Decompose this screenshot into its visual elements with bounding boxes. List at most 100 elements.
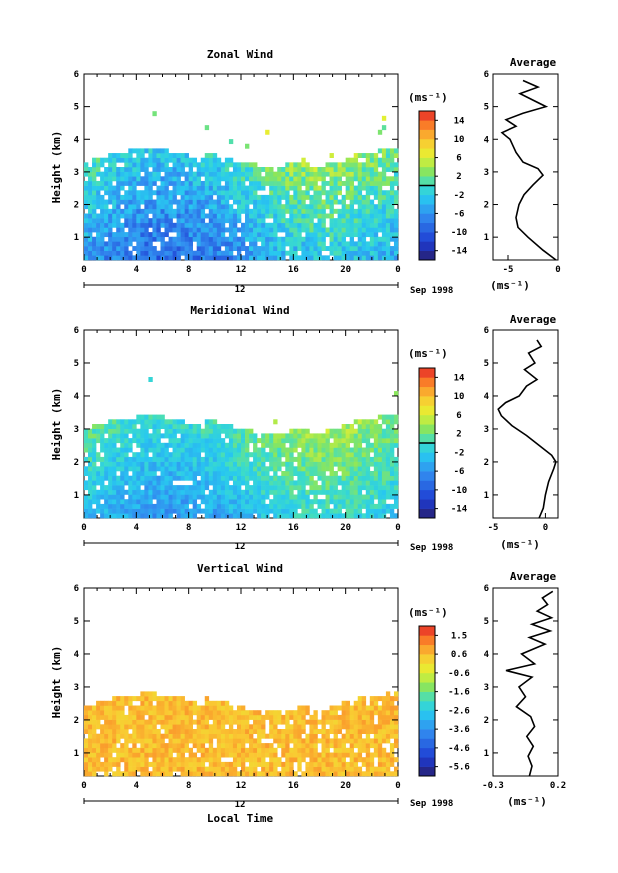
heatmap-cell (313, 466, 318, 472)
heatmap-cell (92, 447, 97, 453)
heatmap-cell (232, 508, 238, 514)
heatmap-cell (369, 236, 375, 242)
heatmap-cell (204, 700, 210, 706)
heatmap-cell (164, 222, 169, 228)
heatmap-cell (353, 489, 359, 495)
heatmap-cell (353, 246, 359, 251)
heatmap-cell (204, 442, 210, 448)
heatmap-cell (132, 236, 137, 242)
heatmap-cell (196, 204, 202, 210)
heatmap-cell (345, 710, 350, 716)
heatmap-cell (84, 232, 89, 238)
profile-y-tick-label: 5 (484, 103, 489, 113)
heatmap-cell (176, 757, 181, 763)
heatmap-cell (216, 250, 222, 256)
heatmap-cell (309, 442, 314, 448)
heatmap-cell (224, 747, 230, 753)
heatmap-cell (132, 714, 137, 720)
heatmap-cell (317, 719, 322, 725)
heatmap-cell (168, 696, 173, 702)
heatmap-cell (128, 167, 133, 172)
heatmap-cell (345, 480, 350, 486)
colorbar-swatch (419, 499, 435, 509)
heatmap-cell (297, 236, 302, 242)
heatmap-cell (84, 246, 89, 251)
heatmap-cell (273, 222, 278, 228)
heatmap-cell (245, 232, 250, 238)
heatmap-cell (321, 771, 326, 777)
heatmap-cell (236, 761, 242, 767)
heatmap-cell (136, 513, 141, 519)
heatmap-cell (92, 738, 97, 744)
heatmap-cell (152, 236, 157, 242)
heatmap-cell (212, 419, 218, 425)
heatmap-cell (261, 771, 266, 777)
heatmap-cell (301, 213, 306, 219)
heatmap-cell (333, 218, 338, 224)
colorbar-swatch (419, 194, 435, 205)
heatmap-cell (132, 499, 137, 505)
heatmap-cell (144, 232, 149, 238)
heatmap-cell (124, 461, 129, 467)
heatmap-cell (305, 771, 310, 777)
y-tick-label: 3 (74, 425, 79, 435)
heatmap-cell (168, 176, 173, 182)
heatmap-cell (232, 766, 238, 772)
heatmap-cell (132, 705, 137, 711)
heatmap-cell (112, 447, 117, 453)
heatmap-cell (136, 190, 141, 196)
heatmap-cell (249, 232, 254, 238)
heatmap-cell (373, 700, 379, 706)
heatmap-cell (132, 508, 137, 514)
heatmap-cell (297, 747, 302, 753)
heatmap-cell (297, 714, 302, 720)
heatmap-cell (345, 489, 350, 495)
heatmap-cell (92, 442, 97, 448)
heatmap-cell (385, 222, 391, 228)
heatmap-cell (96, 190, 101, 196)
heatmap-cell (261, 208, 266, 214)
heatmap-cell (249, 494, 254, 500)
heatmap-cell (216, 710, 222, 716)
x-tick-label: 8 (186, 265, 191, 275)
heatmap-cell (385, 705, 391, 711)
heatmap-cell (269, 447, 274, 453)
profile-x-tick-label: -5 (503, 265, 514, 275)
heatmap-cell (228, 466, 234, 472)
heatmap-cell (160, 452, 165, 458)
heatmap-cell (120, 508, 125, 514)
heatmap-cell (313, 499, 318, 505)
heatmap-cell (381, 157, 387, 163)
heatmap-cell (285, 180, 290, 186)
heatmap-cell (164, 250, 169, 256)
heatmap-cell (112, 489, 117, 495)
heatmap-cell (245, 747, 250, 753)
heatmap-cell (353, 433, 359, 439)
heatmap-cell (116, 761, 121, 767)
heatmap-cell (333, 705, 338, 711)
heatmap-cell (329, 761, 334, 767)
heatmap-cell (313, 714, 318, 720)
heatmap-cell (365, 461, 371, 467)
heatmap-cell (341, 447, 346, 453)
heatmap-cell (132, 471, 137, 476)
heatmap-cell (333, 733, 338, 739)
heatmap-cell (144, 761, 149, 767)
heatmap-cell (321, 456, 326, 462)
heatmap-cell (369, 489, 375, 495)
heatmap-cell (196, 503, 202, 509)
heatmap-cell (353, 475, 359, 481)
heatmap-cell (196, 171, 202, 177)
heatmap-cell (148, 255, 153, 261)
heatmap-cell (204, 499, 210, 505)
heatmap-cell (144, 190, 149, 196)
heatmap-cell (273, 475, 278, 481)
colorbar-swatch (419, 672, 435, 683)
heatmap-cell (172, 719, 177, 725)
heatmap-cell (333, 729, 338, 734)
heatmap-cell (373, 153, 379, 158)
heatmap-cell (192, 424, 198, 429)
heatmap-cell (357, 199, 363, 205)
heatmap-cell (180, 696, 185, 702)
heatmap-cell (345, 456, 350, 462)
